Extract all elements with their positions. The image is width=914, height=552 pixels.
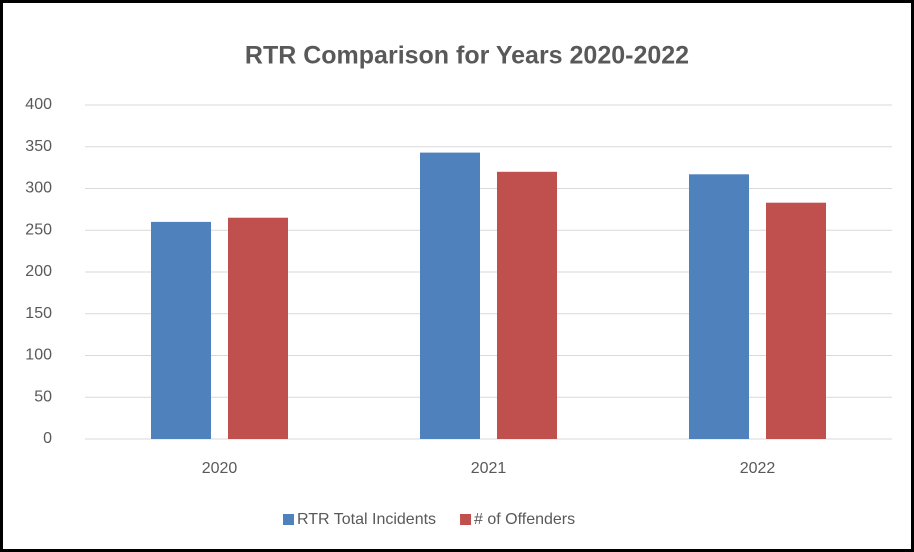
y-tick-label: 200	[25, 263, 52, 280]
legend-label: RTR Total Incidents	[297, 511, 436, 528]
x-tick-label: 2021	[471, 460, 507, 477]
legend-label: # of Offenders	[474, 511, 575, 528]
chart-title: RTR Comparison for Years 2020-2022	[245, 42, 689, 70]
y-tick-label: 150	[25, 305, 52, 322]
x-tick-label: 2020	[202, 460, 238, 477]
y-tick-label: 0	[43, 430, 52, 447]
y-tick-label: 100	[25, 347, 52, 364]
bar	[420, 152, 480, 439]
bar	[689, 174, 749, 439]
y-tick-label: 400	[25, 96, 52, 113]
bar	[497, 171, 557, 440]
bar	[766, 202, 826, 439]
y-tick-label: 350	[25, 138, 52, 155]
bar	[228, 217, 288, 439]
x-tick-label: 2022	[740, 460, 776, 477]
y-tick-label: 250	[25, 221, 52, 238]
bar	[151, 221, 211, 439]
y-tick-label: 50	[34, 388, 52, 405]
y-tick-label: 300	[25, 180, 52, 197]
legend-swatch	[283, 514, 294, 525]
legend-swatch	[460, 514, 472, 525]
